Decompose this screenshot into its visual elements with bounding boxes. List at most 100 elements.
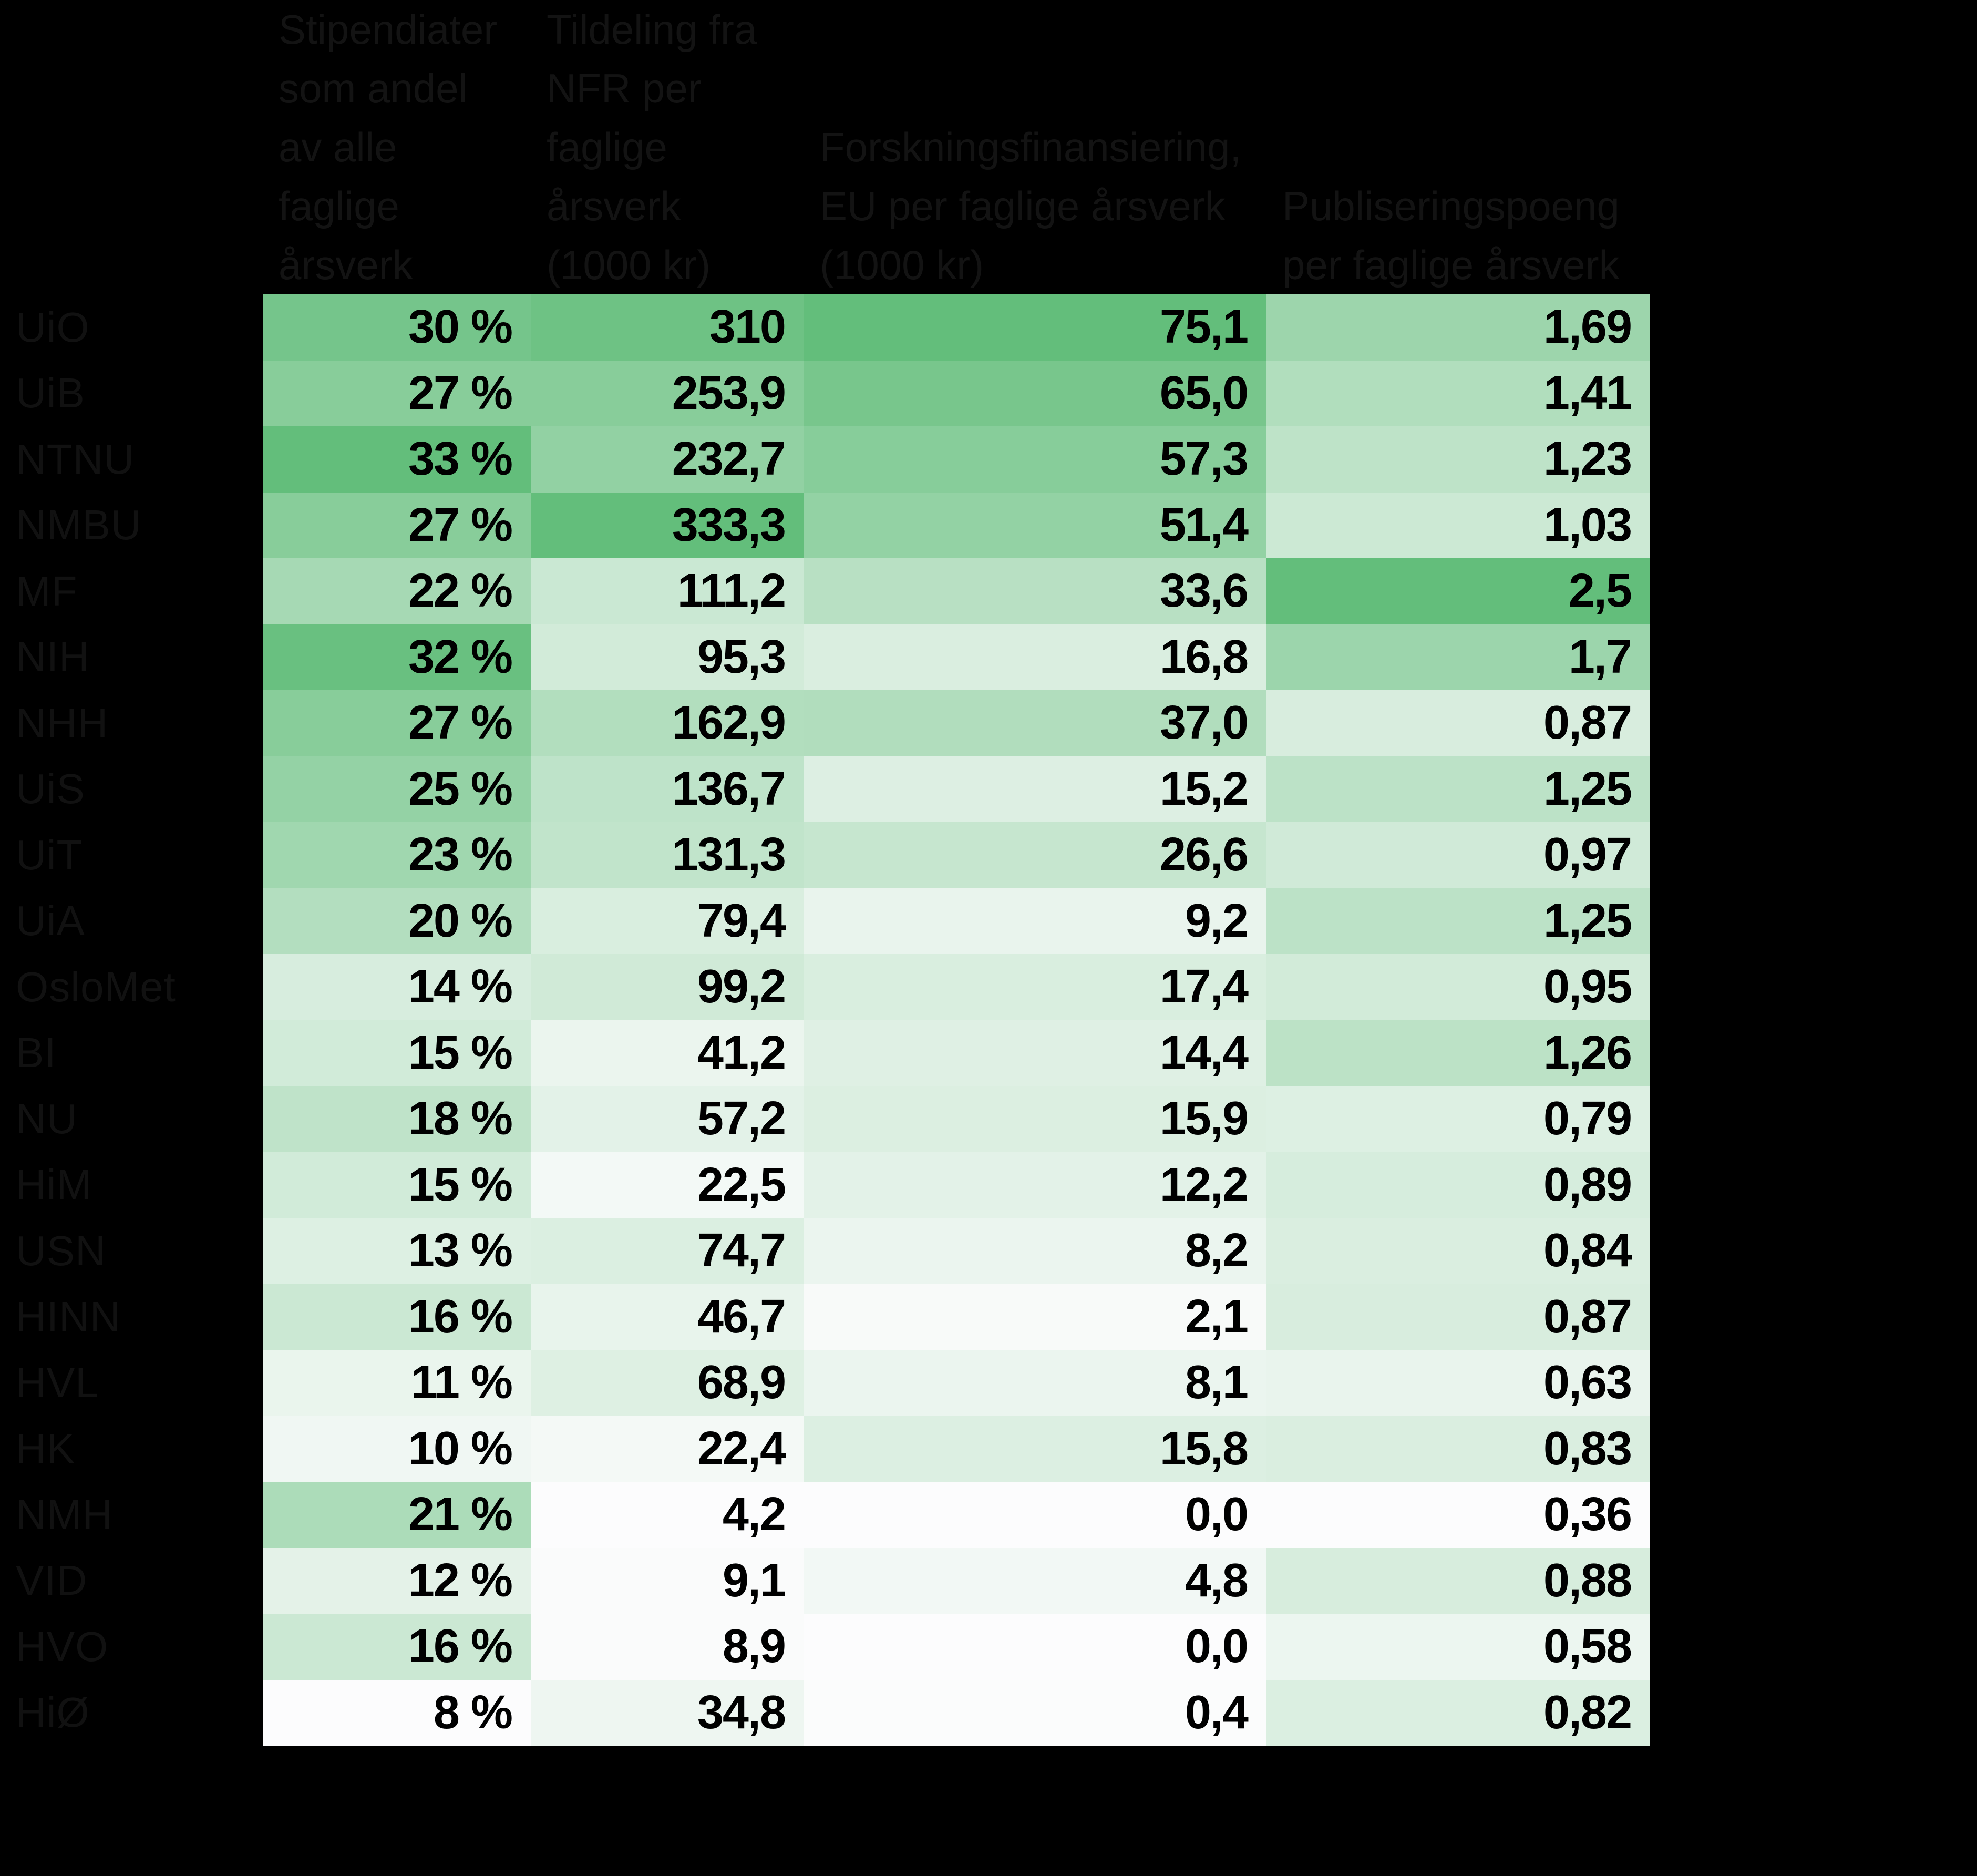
heatmap-cell: 8 %: [263, 1679, 531, 1746]
heatmap-cell: 0,63: [1266, 1350, 1650, 1416]
row-label: HiM: [16, 1161, 92, 1208]
heatmap-cell: 0,87: [1266, 690, 1650, 756]
table-row: HVL 11 % 68,9 8,1 0,63: [0, 1350, 1977, 1416]
table-row: UiT 23 % 131,3 26,6 0,97: [0, 822, 1977, 888]
heatmap-cell: 37,0: [804, 690, 1266, 756]
heatmap-cell: 46,7: [531, 1284, 804, 1350]
heatmap-cell: 33 %: [263, 426, 531, 493]
row-label: UiB: [16, 370, 85, 417]
table-row: UiA 20 % 79,4 9,2 1,25: [0, 888, 1977, 954]
table-row: HiØ 8 % 34,8 0,4 0,82: [0, 1679, 1977, 1746]
corner-cell: [0, 0, 263, 294]
heatmap-cell: 0,88: [1266, 1547, 1650, 1614]
table-row: UiB 27 % 253,9 65,0 1,41: [0, 360, 1977, 426]
heatmap-cell: 1,03: [1266, 492, 1650, 558]
heatmap-cell: 22,5: [531, 1152, 804, 1218]
column-header-publiseringspoeng: Publiseringspoeng per faglige årsverk: [1282, 183, 1620, 288]
heatmap-cell: 57,3: [804, 426, 1266, 493]
heatmap-cell: 25 %: [263, 756, 531, 822]
table-row: UiS 25 % 136,7 15,2 1,25: [0, 756, 1977, 822]
heatmap-cell: 0,97: [1266, 822, 1650, 888]
table-row: NU 18 % 57,2 15,9 0,79: [0, 1086, 1977, 1152]
heatmap-cell: 162,9: [531, 690, 804, 756]
row-label: VID: [16, 1557, 88, 1604]
row-label: NMH: [16, 1491, 114, 1538]
row-label: OsloMet: [16, 963, 176, 1010]
heatmap-cell: 11 %: [263, 1350, 531, 1416]
heatmap-cell: 9,1: [531, 1547, 804, 1614]
row-label: HiØ: [16, 1689, 90, 1736]
heatmap-cell: 33,6: [804, 558, 1266, 624]
heatmap-cell: 131,3: [531, 822, 804, 888]
heatmap-cell: 0,0: [804, 1482, 1266, 1548]
heatmap-cell: 27 %: [263, 690, 531, 756]
heatmap-cell: 12 %: [263, 1547, 531, 1614]
table-row: NMBU 27 % 333,3 51,4 1,03: [0, 492, 1977, 558]
heatmap-cell: 0,83: [1266, 1416, 1650, 1482]
header-row: Stipendiater som andel av alle faglige å…: [0, 0, 1977, 294]
heatmap-cell: 17,4: [804, 954, 1266, 1020]
heatmap-cell: 65,0: [804, 360, 1266, 426]
heatmap-cell: 232,7: [531, 426, 804, 493]
heatmap-cell: 20 %: [263, 888, 531, 954]
table-row: OsloMet 14 % 99,2 17,4 0,95: [0, 954, 1977, 1020]
table-row: NTNU 33 % 232,7 57,3 1,23: [0, 426, 1977, 493]
table-row: MF 22 % 111,2 33,6 2,5: [0, 558, 1977, 624]
heatmap-cell: 0,4: [804, 1679, 1266, 1746]
heatmap-cell: 30 %: [263, 294, 531, 361]
row-label: UiO: [16, 303, 90, 351]
heatmap-cell: 2,1: [804, 1284, 1266, 1350]
table-row: NMH 21 % 4,2 0,0 0,36: [0, 1482, 1977, 1548]
heatmap-cell: 0,84: [1266, 1218, 1650, 1284]
heatmap-cell: 12,2: [804, 1152, 1266, 1218]
row-label: HVO: [16, 1623, 109, 1670]
table-row: HiM 15 % 22,5 12,2 0,89: [0, 1152, 1977, 1218]
column-header-stipendiater: Stipendiater som andel av alle faglige å…: [279, 6, 498, 288]
heatmap-cell: 9,2: [804, 888, 1266, 954]
heatmap-cell: 1,25: [1266, 888, 1650, 954]
heatmap-cell: 0,87: [1266, 1284, 1650, 1350]
heatmap-cell: 27 %: [263, 492, 531, 558]
heatmap-cell: 4,2: [531, 1482, 804, 1548]
heatmap-cell: 75,1: [804, 294, 1266, 361]
row-label: MF: [16, 567, 78, 614]
table-row: UiO 30 % 310 75,1 1,69: [0, 294, 1977, 361]
row-label: NHH: [16, 699, 109, 746]
row-label: BI: [16, 1029, 57, 1077]
heatmap-cell: 0,82: [1266, 1679, 1650, 1746]
heatmap-cell: 18 %: [263, 1086, 531, 1152]
table-row: HK 10 % 22,4 15,8 0,83: [0, 1416, 1977, 1482]
heatmap-cell: 136,7: [531, 756, 804, 822]
heatmap-cell: 1,26: [1266, 1020, 1650, 1086]
heatmap-cell: 8,2: [804, 1218, 1266, 1284]
heatmap-cell: 0,89: [1266, 1152, 1650, 1218]
heatmap-cell: 10 %: [263, 1416, 531, 1482]
row-label: USN: [16, 1227, 106, 1274]
heatmap-cell: 68,9: [531, 1350, 804, 1416]
row-label: UiT: [16, 831, 83, 878]
heatmap-cell: 16 %: [263, 1284, 531, 1350]
heatmap-cell: 253,9: [531, 360, 804, 426]
heatmap-cell: 95,3: [531, 624, 804, 690]
heatmap-cell: 51,4: [804, 492, 1266, 558]
row-label: NIH: [16, 633, 90, 681]
column-header-nfr-tildeling: Tildeling fra NFR per faglige årsverk (1…: [547, 6, 757, 288]
heatmap-cell: 8,9: [531, 1614, 804, 1680]
row-label: HVL: [16, 1359, 99, 1406]
row-label: UiS: [16, 765, 85, 813]
heatmap-cell: 57,2: [531, 1086, 804, 1152]
row-label: HK: [16, 1425, 76, 1472]
heatmap-cell: 23 %: [263, 822, 531, 888]
heatmap-cell: 4,8: [804, 1547, 1266, 1614]
heatmap-cell: 74,7: [531, 1218, 804, 1284]
heatmap-cell: 111,2: [531, 558, 804, 624]
heatmap-cell: 16 %: [263, 1614, 531, 1680]
heatmap-cell: 21 %: [263, 1482, 531, 1548]
table-row: HINN 16 % 46,7 2,1 0,87: [0, 1284, 1977, 1350]
heatmap-cell: 13 %: [263, 1218, 531, 1284]
table-row: VID 12 % 9,1 4,8 0,88: [0, 1547, 1977, 1614]
table-row: USN 13 % 74,7 8,2 0,84: [0, 1218, 1977, 1284]
heatmap-cell: 15,2: [804, 756, 1266, 822]
row-label: NTNU: [16, 435, 135, 483]
